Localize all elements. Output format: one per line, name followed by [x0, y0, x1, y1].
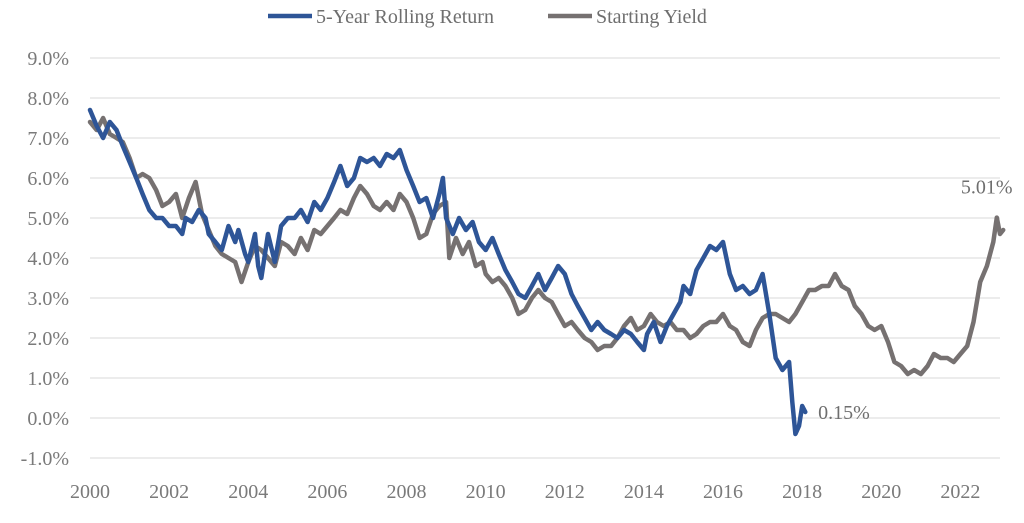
y-tick-label: 3.0%	[27, 288, 69, 310]
x-axis-ticks: 2000 2002 2004 2006 2008 2010 2012 2014 2016 2018…	[70, 481, 980, 503]
series-line-starting-yield	[87, 115, 1006, 377]
legend-item-rolling-return: 5-Year Rolling Return	[268, 6, 494, 28]
series-lines	[87, 107, 1006, 437]
y-tick-label: 4.0%	[27, 248, 69, 270]
x-tick-label: 2018	[782, 481, 822, 503]
x-tick-label: 2022	[940, 481, 980, 503]
y-tick-label: 1.0%	[27, 368, 69, 390]
x-tick-label: 2004	[228, 481, 268, 503]
legend: 5-Year Rolling Return Starting Yield	[268, 6, 707, 28]
x-tick-label: 2006	[307, 481, 347, 503]
legend-label-rolling-return: 5-Year Rolling Return	[316, 6, 494, 28]
annotation-starting-yield: 5.01%	[961, 177, 1013, 199]
x-tick-label: 2016	[703, 481, 743, 503]
y-tick-label: 6.0%	[27, 168, 69, 190]
y-tick-label: -1.0%	[21, 448, 69, 470]
y-tick-label: 0.0%	[27, 408, 69, 430]
gridlines	[90, 57, 1000, 459]
legend-label-starting-yield: Starting Yield	[596, 6, 707, 28]
annotations: 0.15% 5.01%	[818, 177, 1012, 424]
y-tick-label: 8.0%	[27, 88, 69, 110]
legend-item-starting-yield: Starting Yield	[548, 6, 707, 28]
y-axis-ticks: -1.0% 0.0% 1.0% 2.0% 3.0% 4.0% 5.0% 6.0% 7.0% 8.0…	[21, 48, 69, 470]
annotation-rolling-return: 0.15%	[818, 402, 870, 424]
x-tick-label: 2008	[387, 481, 427, 503]
y-tick-label: 7.0%	[27, 128, 69, 150]
x-tick-label: 2010	[466, 481, 506, 503]
series-line-rolling-return	[87, 107, 808, 437]
x-tick-label: 2000	[70, 481, 110, 503]
x-tick-label: 2012	[545, 481, 585, 503]
y-tick-label: 9.0%	[27, 48, 69, 70]
x-tick-label: 2020	[861, 481, 901, 503]
y-tick-label: 2.0%	[27, 328, 69, 350]
x-tick-label: 2014	[624, 481, 664, 503]
x-tick-label: 2002	[149, 481, 189, 503]
y-tick-label: 5.0%	[27, 208, 69, 230]
